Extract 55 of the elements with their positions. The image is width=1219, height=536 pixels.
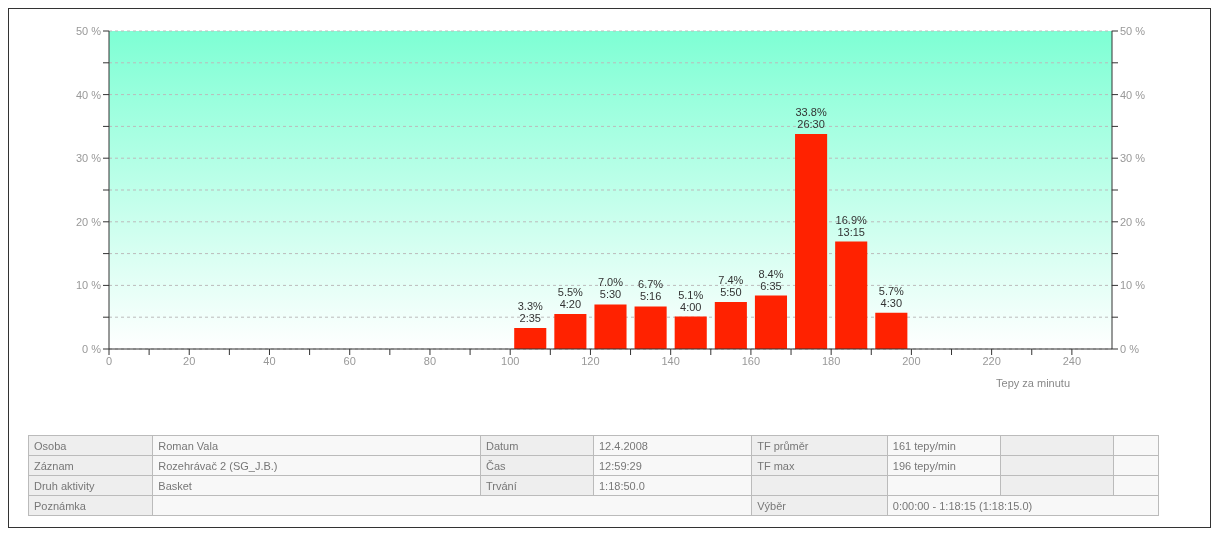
x-tick-label: 220	[982, 355, 1001, 367]
data-label: 8.4% 6:35	[758, 267, 784, 292]
x-tick-label: 20	[183, 355, 196, 367]
x-axis-title: Tepy za minutu	[996, 377, 1070, 389]
y2-tick-label: 0 %	[1120, 343, 1140, 355]
data-label: 5.5% 4:20	[557, 286, 584, 311]
text: Záznam	[28, 455, 153, 476]
text: Trvání	[480, 475, 594, 496]
text: 161 tepy/min	[887, 435, 1001, 456]
text: Datum	[480, 435, 594, 456]
data-label: 33.8% 26:30	[795, 106, 827, 131]
y-tick-label: 40 %	[75, 88, 102, 101]
text: 1:18:50.0	[593, 475, 752, 496]
text: Poznámka	[28, 495, 153, 516]
y2-tick-label: 20 %	[1120, 215, 1146, 228]
y2-tick-label: 50 %	[1120, 25, 1146, 37]
text: 12:59:29	[593, 455, 752, 476]
y-tick-label: 10 %	[75, 279, 102, 292]
x-tick-label: 0	[105, 355, 113, 367]
data-label: 7.4% 5:50	[718, 273, 744, 298]
x-tick-label: 100	[501, 355, 520, 367]
x-tick-label: 240	[1062, 355, 1082, 367]
data-label: 6.7% 5:16	[638, 278, 664, 303]
text: Čas	[480, 455, 594, 476]
x-tick-label: 180	[821, 355, 841, 367]
y-tick-label: 0 %	[82, 343, 102, 355]
text: 196 tepy/min	[887, 455, 1001, 476]
y-tick-label: 50 %	[75, 25, 102, 37]
text: Basket	[152, 475, 481, 496]
x-tick-label: 60	[343, 355, 356, 367]
text: Rozehrávač 2 (SG_J.B.)	[152, 455, 481, 476]
text: TF průměr	[751, 435, 888, 456]
x-tick-label: 120	[581, 355, 600, 367]
text: Roman Vala	[152, 435, 481, 456]
y2-tick-label: 40 %	[1120, 88, 1146, 101]
data-label: 16.9% 13:15	[835, 213, 868, 238]
text: Osoba	[28, 435, 153, 456]
text: 12.4.2008	[593, 435, 752, 456]
y-tick-label: 30 %	[75, 152, 102, 165]
text: Druh aktivity	[28, 475, 153, 496]
text: Výběr	[751, 495, 888, 516]
y-tick-label: 20 %	[75, 215, 102, 228]
data-label: 7.0% 5:30	[597, 276, 624, 301]
data-label: 5.7% 4:30	[878, 284, 905, 309]
x-tick-label: 140	[661, 355, 680, 367]
x-tick-label: 200	[902, 355, 921, 367]
y2-tick-label: 10 %	[1120, 279, 1146, 292]
text: TF max	[751, 455, 888, 476]
text: 0:00:00 - 1:18:15 (1:18:15.0)	[887, 495, 1159, 516]
data-label: 5.1% 4:00	[678, 288, 704, 313]
x-tick-label: 40	[263, 355, 276, 367]
data-label: 3.3% 2:35	[517, 300, 543, 325]
x-tick-label: 160	[741, 355, 761, 367]
y2-tick-label: 30 %	[1120, 152, 1146, 165]
x-tick-label: 80	[423, 355, 437, 367]
